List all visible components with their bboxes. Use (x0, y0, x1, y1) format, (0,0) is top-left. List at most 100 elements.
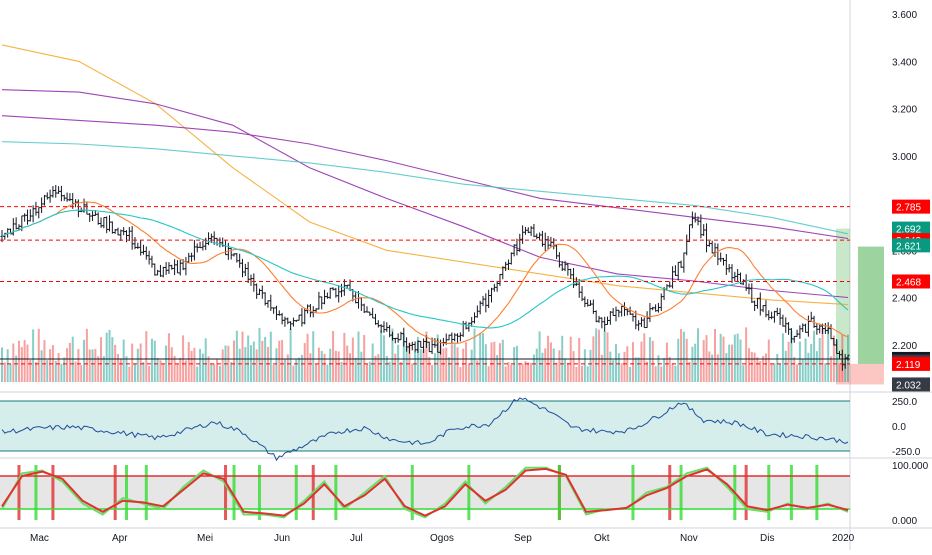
oscillator-band (0, 401, 850, 451)
stochastic-overbought-marker (744, 465, 748, 520)
volume-bar (810, 343, 813, 382)
volume-bar (66, 348, 69, 382)
volume-bar (360, 351, 363, 382)
volume-bar (128, 366, 131, 382)
volume-bar (521, 363, 524, 382)
volume-bar (122, 339, 125, 382)
moving-average-line (1, 44, 849, 306)
volume-bar (394, 353, 397, 382)
volume-bar (482, 333, 485, 382)
volume-bar (694, 343, 697, 382)
moving-average-line (1, 115, 849, 240)
stochastic-oversold-marker (294, 465, 298, 520)
x-axis-tick: Mac (30, 533, 49, 544)
stochastic-overbought-marker (51, 465, 55, 520)
volume-bar (145, 331, 148, 382)
volume-bar (264, 336, 267, 382)
volume-bar (94, 348, 97, 382)
volume-bar (317, 347, 320, 382)
volume-bar (691, 346, 694, 382)
volume-bar (343, 332, 346, 382)
stochastic-overbought-marker (224, 465, 228, 520)
volume-bar (6, 349, 9, 382)
x-axis-tick: Jul (350, 533, 363, 544)
volume-bar (544, 348, 547, 382)
volume-bar (102, 356, 105, 382)
volume-bar (699, 357, 702, 382)
volume-bar (467, 363, 470, 382)
volume-bar (815, 351, 818, 382)
oscillator-axis-tick: 250.0 (892, 397, 917, 408)
volume-bar (17, 340, 20, 382)
price-label-text: 2.621 (896, 241, 921, 252)
x-axis-tick: Okt (594, 533, 610, 544)
price-axis-tick: 3.400 (892, 57, 917, 68)
volume-bar (173, 355, 176, 382)
volume-bar (711, 354, 714, 382)
volume-bar (465, 342, 468, 382)
volume-bar (269, 331, 272, 382)
volume-bar (838, 363, 841, 382)
volume-bar (431, 364, 434, 382)
stochastic-line (1, 467, 849, 517)
volume-bar (575, 366, 578, 382)
volume-bar (156, 357, 159, 382)
x-axis-tick: Nov (680, 533, 698, 544)
volume-bar (747, 348, 750, 382)
volume-bar (46, 360, 49, 382)
volume-bar (513, 347, 516, 382)
volume-bar (419, 349, 422, 382)
volume-bar (549, 342, 552, 382)
stochastic-oversold-marker (679, 465, 683, 520)
volume-bar (201, 353, 204, 382)
volume-bar (651, 340, 654, 382)
volume-bar (204, 338, 207, 382)
volume-bar (196, 366, 199, 382)
volume-bar (657, 355, 660, 382)
volume-bar (337, 351, 340, 382)
volume-bar (165, 345, 168, 382)
volume-bar (787, 341, 790, 382)
volume-bar (742, 365, 745, 382)
price-label-text: 2.468 (896, 277, 921, 288)
volume-bar (133, 363, 136, 382)
volume-bar (54, 360, 57, 382)
volume-bar (515, 345, 518, 382)
volume-bar (1, 347, 3, 382)
volume-bar (759, 361, 762, 382)
volume-bar (538, 331, 541, 382)
volume-bar (83, 339, 86, 382)
volume-bar (524, 361, 527, 382)
volume-bar (238, 348, 241, 382)
volume-bar (646, 361, 649, 382)
volume-bar (493, 341, 496, 382)
volume-bar (153, 340, 156, 382)
volume-bar (422, 349, 425, 382)
volume-bar (598, 329, 601, 382)
stochastic-oversold-marker (631, 465, 635, 520)
volume-bar (108, 329, 111, 382)
volume-bar (784, 350, 787, 382)
volume-bar (100, 337, 103, 382)
volume-bar (631, 342, 634, 382)
volume-bar (736, 333, 739, 382)
volume-bar (43, 340, 46, 382)
volume-bar (498, 343, 501, 382)
volume-bar (159, 360, 162, 382)
x-axis-tick: 2020 (832, 533, 855, 544)
volume-bar (654, 366, 657, 382)
volume-bar (68, 342, 71, 382)
volume-bar (148, 366, 151, 382)
volume-bar (295, 359, 298, 382)
x-axis-tick: Jun (274, 533, 290, 544)
volume-bar (541, 352, 544, 382)
volume-bar (448, 357, 451, 382)
volume-bar (617, 353, 620, 382)
volume-bar (804, 338, 807, 382)
volume-bar (501, 339, 504, 382)
volume-bar (682, 331, 685, 382)
volume-bar (63, 357, 66, 382)
volume-bar (527, 362, 530, 382)
volume-bar (275, 348, 278, 382)
